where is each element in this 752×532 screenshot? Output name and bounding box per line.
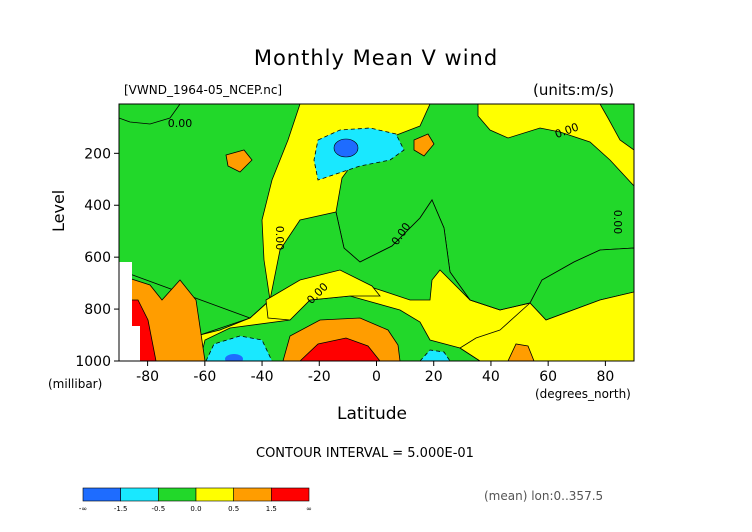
missing-data-area (119, 262, 140, 361)
region-negative (419, 349, 451, 361)
colorbar-swatch (233, 487, 272, 502)
x-tick-label: 60 (539, 369, 557, 385)
colorbar-label: 1.5 (266, 505, 277, 513)
region-near-zero (599, 104, 634, 151)
chart-title: Monthly Mean V wind (253, 46, 499, 70)
x-tick-label: 0 (372, 369, 381, 385)
y-tick-label: 400 (84, 198, 111, 214)
units-label: (units:m/s) (533, 81, 615, 99)
region-strong-negative (333, 138, 359, 158)
region-positive (413, 133, 435, 157)
region-positive (507, 343, 535, 361)
x-axis-title: Latitude (337, 404, 407, 424)
contour-field (119, 104, 634, 361)
contour-label: 0.00 (168, 117, 193, 130)
region-positive (225, 149, 253, 173)
region-negative (205, 335, 273, 361)
colorbar: -∞ -1.5 -0.5 0.0 0.5 1.5 ∞ (79, 487, 312, 513)
colorbar-swatch (120, 487, 159, 502)
region-near-zero (119, 104, 181, 125)
colorbar-label: -0.5 (151, 505, 165, 513)
region-negative (313, 127, 405, 181)
x-tick-label: -60 (193, 369, 216, 385)
x-axis-units: (degrees_north) (535, 387, 631, 401)
colorbar-label: 0.5 (228, 505, 239, 513)
y-tick-label: 200 (84, 146, 111, 162)
file-label: [VWND_1964-05_NCEP.nc] (124, 83, 283, 97)
region-strong-negative (225, 354, 243, 361)
y-tick-label: 1000 (75, 354, 111, 370)
colorbar-label: -∞ (79, 505, 87, 513)
y-tick-label: 800 (84, 302, 111, 318)
contour-label: 0.00 (611, 210, 624, 235)
axes: -80 -60 -40 -20 0 20 40 60 80 200 400 600 800 1000 (75, 146, 614, 385)
region-strong-positive (299, 337, 381, 361)
x-tick-label: -20 (308, 369, 331, 385)
region-positive-weak (459, 291, 634, 361)
colorbar-label: ∞ (306, 505, 312, 513)
contour-label: 0.00 (273, 226, 286, 251)
y-tick-label: 600 (84, 250, 111, 266)
colorbar-swatch (271, 487, 310, 502)
colorbar-label: -1.5 (114, 505, 128, 513)
x-tick-label: -40 (251, 369, 274, 385)
x-tick-label: -80 (136, 369, 159, 385)
colorbar-label: 0.0 (190, 505, 201, 513)
colorbar-swatch (195, 487, 234, 502)
x-tick-label: 40 (482, 369, 500, 385)
region-positive-weak (265, 269, 381, 321)
colorbar-swatch (82, 487, 121, 502)
x-tick-label: 20 (425, 369, 443, 385)
x-tick-label: 80 (596, 369, 614, 385)
colorbar-swatch (158, 487, 197, 502)
mean-range-text: (mean) lon:0..357.5 (484, 489, 604, 503)
y-axis-units: (millibar) (48, 377, 103, 391)
contour-interval-text: CONTOUR INTERVAL = 5.000E-01 (256, 446, 474, 461)
